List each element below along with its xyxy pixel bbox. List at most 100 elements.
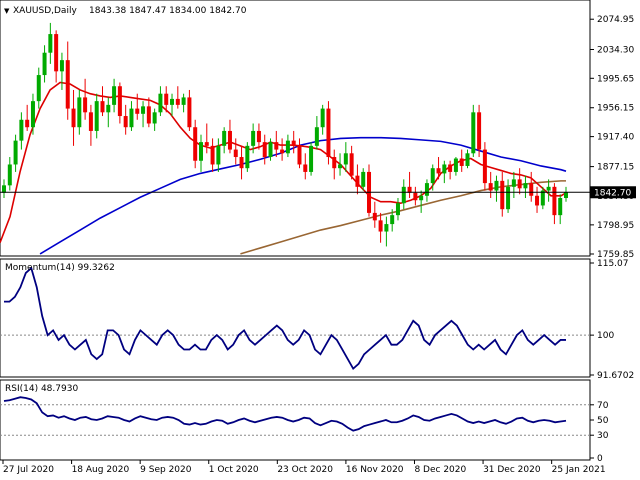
momentum-line bbox=[4, 266, 566, 371]
candle-body bbox=[13, 140, 18, 165]
candle-body bbox=[309, 145, 314, 172]
candle-body bbox=[210, 145, 215, 165]
candle-body bbox=[343, 153, 348, 165]
candle-body bbox=[204, 142, 209, 146]
candle-body bbox=[7, 164, 12, 186]
candle-body bbox=[54, 34, 59, 72]
chart-title: XAUUSD,Daily bbox=[13, 6, 77, 16]
candle-body bbox=[297, 145, 302, 165]
symbol-icon: ▼ bbox=[4, 7, 10, 15]
time-tick-label: 16 Nov 2020 bbox=[346, 465, 404, 475]
candle-body bbox=[546, 186, 551, 191]
candle-body bbox=[482, 149, 487, 184]
time-axis: 27 Jul 2020 18 Aug 2020 9 Sep 2020 1 Oct 20… bbox=[2, 460, 606, 475]
candle-body bbox=[291, 140, 296, 146]
candle-body bbox=[349, 153, 354, 176]
candle-body bbox=[535, 195, 540, 206]
candle-body bbox=[175, 98, 180, 105]
candle-body bbox=[326, 108, 331, 158]
candle-body bbox=[83, 97, 88, 113]
price-axis: 2074.95 2034.30 1995.65 1956.15 1917.40 1877.… bbox=[590, 15, 634, 260]
candle-body bbox=[88, 112, 93, 131]
candle-body bbox=[181, 97, 186, 105]
candle-body bbox=[511, 179, 516, 187]
candle-body bbox=[448, 164, 453, 172]
price-tick-label: 1759.85 bbox=[597, 250, 634, 260]
candle-body bbox=[19, 119, 24, 141]
candle-body bbox=[268, 142, 273, 158]
candle-body bbox=[465, 153, 470, 166]
candle-body bbox=[540, 190, 545, 206]
price-tick-label: 1917.40 bbox=[597, 133, 634, 143]
candle-body bbox=[413, 192, 418, 201]
current-price-tag bbox=[590, 186, 636, 199]
candle-body bbox=[332, 157, 337, 169]
candle-body bbox=[407, 186, 412, 193]
candle-body bbox=[233, 149, 238, 158]
candle-body bbox=[436, 168, 441, 174]
ohlc-readout: 1843.38 1847.47 1834.00 1842.70 bbox=[89, 6, 247, 16]
rsi-tick-label: 70 bbox=[597, 401, 609, 411]
price-tick-label: 1956.15 bbox=[597, 104, 634, 114]
momentum-tick-label: 100 bbox=[597, 331, 614, 341]
candle-body bbox=[459, 158, 464, 166]
candle-body bbox=[123, 116, 128, 128]
time-tick-label: 25 Jan 2021 bbox=[552, 465, 606, 475]
time-tick-label: 9 Sep 2020 bbox=[140, 465, 192, 475]
time-tick-label: 1 Oct 2020 bbox=[209, 465, 259, 475]
candle-body bbox=[222, 130, 227, 146]
candle-body bbox=[245, 145, 250, 169]
rsi-line bbox=[3, 396, 567, 432]
candle-body bbox=[65, 60, 70, 109]
momentum-panel-border bbox=[0, 258, 591, 378]
candle-body bbox=[338, 164, 343, 169]
candle-body bbox=[216, 145, 221, 165]
candle-body bbox=[355, 175, 360, 187]
candle-body bbox=[442, 164, 447, 174]
rsi-tick-label: 0 bbox=[597, 454, 603, 464]
candle-body bbox=[280, 149, 285, 154]
ma-mid-path bbox=[39, 136, 567, 255]
candle-body bbox=[30, 101, 35, 128]
candle-body bbox=[100, 101, 105, 113]
candle-body bbox=[395, 203, 400, 216]
candle-body bbox=[187, 97, 192, 128]
candle-body bbox=[424, 183, 429, 196]
candle-body bbox=[552, 186, 557, 216]
ma-fast-line bbox=[0, 81, 567, 243]
candle-body bbox=[94, 101, 99, 131]
candle-body bbox=[378, 220, 383, 232]
candle-body bbox=[106, 104, 111, 113]
candle-body bbox=[36, 75, 41, 102]
time-tick-label: 8 Dec 2020 bbox=[414, 465, 466, 475]
price-tick-label: 2074.95 bbox=[597, 15, 634, 25]
candle-body bbox=[285, 140, 290, 154]
candle-body bbox=[303, 164, 308, 172]
rsi-tick-label: 30 bbox=[597, 431, 609, 441]
candle-body bbox=[59, 60, 64, 72]
price-tick-label: 2034.30 bbox=[597, 46, 634, 56]
candle-body bbox=[453, 158, 458, 172]
rsi-axis: 70 50 30 0 bbox=[590, 401, 609, 464]
ma-fast-path bbox=[0, 81, 567, 243]
candle-body bbox=[77, 97, 82, 128]
candle-body bbox=[112, 86, 117, 105]
time-tick-label: 27 Jul 2020 bbox=[3, 465, 54, 475]
momentum-title: Momentum(14) 99.3262 bbox=[5, 263, 115, 273]
current-price-label: 1842.70 bbox=[594, 188, 631, 198]
momentum-tick-label: 115.07 bbox=[597, 259, 629, 269]
candle-body bbox=[564, 192, 568, 199]
candle-body bbox=[372, 212, 377, 221]
time-tick-label: 18 Aug 2020 bbox=[72, 465, 130, 475]
candle-body bbox=[135, 108, 140, 114]
candle-body bbox=[500, 180, 505, 210]
candle-body bbox=[71, 108, 76, 128]
candle-body bbox=[471, 112, 476, 154]
candle-body bbox=[558, 198, 563, 216]
price-tick-label: 1877.15 bbox=[597, 163, 634, 173]
candle-body bbox=[164, 93, 169, 105]
rsi-panel: 70 50 30 0 RSI(14) 48.7930 bbox=[0, 379, 609, 464]
candle-body bbox=[529, 183, 534, 196]
candle-body bbox=[384, 224, 389, 232]
candle-body bbox=[170, 98, 175, 105]
